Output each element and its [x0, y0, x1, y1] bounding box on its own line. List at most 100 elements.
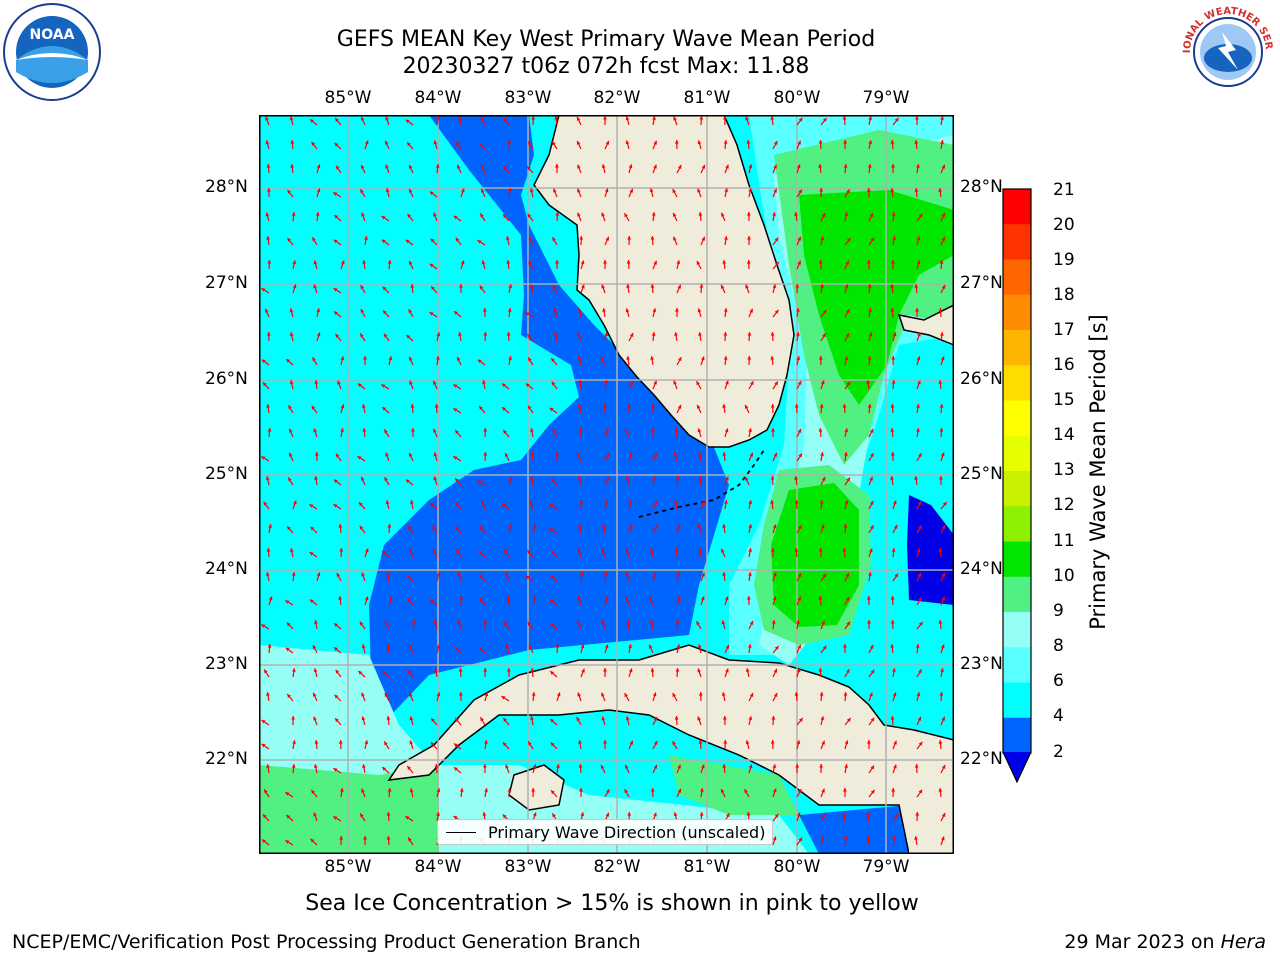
lon-label: 84°W — [414, 88, 462, 108]
colorbar-bin — [1003, 294, 1031, 331]
wave-arrow-head — [918, 525, 922, 530]
wave-arrow-head — [554, 116, 559, 120]
wave-arrow-head — [410, 284, 415, 288]
wave-arrow-head — [676, 644, 681, 649]
wave-arrow-head — [384, 140, 389, 145]
wave-arrow-head — [578, 380, 583, 384]
wave-arrow-head — [696, 621, 700, 626]
wave-arrow-head — [484, 740, 488, 744]
wave-arrow-head — [385, 116, 389, 121]
wave-arrow-head — [770, 476, 775, 480]
wave-arrow-head — [460, 260, 465, 265]
wave-arrow-head — [677, 404, 682, 409]
wave-arrow-head — [821, 620, 825, 625]
wave-arrow-head — [772, 212, 776, 216]
wave-arrow-head — [436, 692, 441, 697]
wave-arrow-head — [697, 668, 702, 673]
wave-arrow-head — [746, 596, 751, 600]
wave-arrow-head — [939, 332, 944, 336]
wave-arrow-head — [291, 716, 296, 720]
wave-arrow-head — [698, 332, 702, 336]
period-field-10-11-south — [771, 483, 859, 627]
wave-arrow-head — [264, 789, 268, 794]
wave-arrow-head — [361, 716, 366, 721]
wave-arrow-head — [846, 309, 850, 314]
wave-arrow-head — [846, 718, 851, 722]
wave-arrow-head — [405, 239, 410, 244]
colorbar-bin — [1003, 506, 1031, 542]
wave-arrow-head — [890, 476, 894, 480]
lat-label: 28°N — [960, 177, 1003, 197]
wave-arrow-head — [651, 428, 655, 432]
wave-arrow-head — [746, 260, 751, 264]
wave-arrow-head — [797, 260, 801, 265]
wave-arrow-head — [508, 524, 513, 529]
wave-arrow-head — [820, 524, 825, 529]
wave-arrow-head — [722, 572, 727, 576]
lon-label: 80°W — [773, 857, 821, 877]
wave-arrow-head — [843, 164, 848, 168]
wave-arrow-head — [388, 596, 393, 601]
wave-arrow-head — [819, 404, 824, 408]
wave-arrow-head — [364, 236, 368, 240]
wave-arrow-head — [503, 430, 507, 434]
wave-arrow-head — [894, 813, 899, 818]
wave-arrow-head — [796, 740, 801, 745]
colorbar-tick: 11 — [1053, 531, 1075, 551]
wave-arrow-head — [289, 116, 294, 121]
wave-arrow-head — [675, 476, 680, 480]
wave-arrow-head — [429, 191, 434, 196]
wave-arrow-head — [430, 503, 434, 507]
wave-arrow-head — [723, 356, 728, 360]
wave-arrow-head — [870, 525, 874, 530]
wave-arrow-head — [842, 812, 847, 816]
wave-arrow-head — [938, 788, 943, 792]
wave-arrow-head — [434, 764, 439, 768]
wave-arrow-head — [314, 476, 318, 480]
wave-arrow-head — [553, 308, 558, 313]
wave-arrow-head — [387, 788, 392, 792]
wave-arrow-head — [387, 524, 392, 528]
wave-arrow-head — [917, 716, 922, 721]
wave-arrow-head — [313, 284, 318, 289]
wave-arrow-head — [844, 428, 849, 433]
colorbar-bin — [1003, 612, 1031, 648]
wave-arrow-head — [797, 236, 801, 241]
wave-arrow-head — [289, 380, 294, 385]
wave-arrow-head — [770, 404, 775, 408]
wave-arrow-head — [265, 212, 270, 217]
wave-arrow-head — [605, 428, 609, 433]
wave-arrow-head — [555, 164, 559, 168]
wave-arrow-head — [890, 596, 895, 600]
wave-arrow-head — [869, 692, 873, 697]
wave-arrow-head — [264, 669, 268, 674]
wave-arrow-head — [316, 308, 321, 313]
wave-arrow-head — [845, 596, 850, 601]
wave-arrow-head — [291, 668, 296, 672]
wave-arrow-head — [890, 308, 895, 312]
wave-arrow-head — [603, 260, 607, 264]
colorbar-bin — [1003, 365, 1031, 401]
wave-arrow-head — [653, 260, 657, 265]
wave-arrow-head — [938, 308, 943, 312]
wave-arrow-head — [891, 380, 896, 384]
wave-arrow-head — [674, 332, 678, 336]
wave-arrow-head — [603, 668, 607, 672]
wave-arrow-head — [455, 430, 459, 435]
wave-arrow-head — [334, 215, 339, 219]
wave-arrow-head — [312, 357, 316, 362]
wave-arrow-head — [868, 332, 873, 337]
wave-arrow-head — [721, 620, 726, 625]
wave-arrow-head — [314, 452, 319, 456]
wave-arrow-head — [745, 116, 749, 121]
wave-arrow-head — [696, 381, 700, 386]
wave-arrow-head — [291, 212, 296, 216]
wave-arrow-head — [361, 572, 365, 577]
wave-arrow-head — [774, 813, 779, 818]
wave-arrow-head — [797, 140, 801, 145]
wave-arrow-head — [334, 647, 338, 652]
wave-arrow-head — [747, 356, 752, 360]
wave-arrow-head — [774, 381, 778, 386]
wave-arrow-head — [723, 140, 728, 144]
wave-arrow-head — [625, 548, 629, 553]
